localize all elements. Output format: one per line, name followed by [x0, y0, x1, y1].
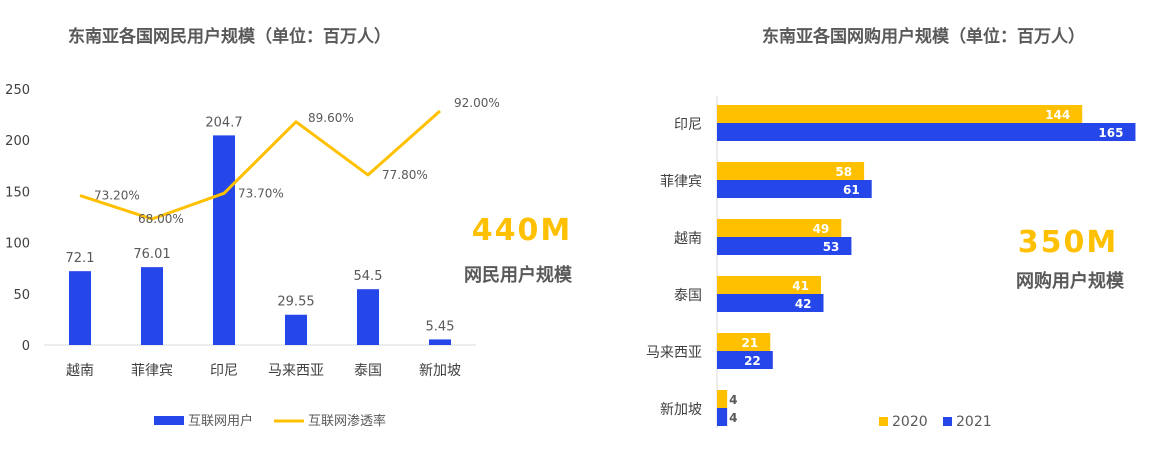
y-tick-label: 0 [22, 339, 30, 354]
legend-swatch-internet-users [154, 416, 184, 425]
bar-2021 [717, 294, 824, 312]
bar-2020-value: 4 [729, 393, 737, 407]
bar-2021 [717, 351, 773, 369]
penetration-rate-label: 89.60% [308, 111, 354, 125]
bar-2021-value: 165 [1098, 126, 1123, 140]
x-tick-label: 越南 [66, 363, 94, 379]
online-shoppers-total: 350M [1018, 225, 1118, 260]
x-tick-label: 马来西亚 [268, 363, 324, 379]
penetration-rate-label: 92.00% [454, 96, 500, 110]
penetration-rate-label: 77.80% [382, 168, 428, 182]
legend-swatch-2020 [879, 417, 888, 426]
bar-value-label: 29.55 [277, 295, 314, 310]
bar-2021-value: 4 [729, 411, 737, 425]
y-tick-label: 50 [13, 288, 30, 303]
legend-label-2021: 2021 [956, 414, 992, 430]
bar-2021 [717, 237, 852, 255]
bar-2020 [717, 219, 842, 237]
bar-internet-users [69, 271, 91, 345]
category-label: 印尼 [674, 117, 702, 133]
x-tick-label: 泰国 [354, 363, 382, 379]
bar-value-label: 54.5 [354, 269, 383, 284]
bar-2020 [717, 276, 821, 294]
legend-label-penetration: 互联网渗透率 [308, 413, 386, 429]
online-shoppers-caption: 网购用户规模 [1016, 270, 1125, 292]
penetration-rate-line [79, 109, 441, 221]
bar-internet-users [213, 135, 235, 345]
bar-2020 [717, 333, 771, 351]
bar-2021 [717, 408, 728, 426]
x-tick-label: 菲律宾 [131, 363, 173, 379]
category-label: 马来西亚 [646, 345, 702, 361]
bar-2021-value: 61 [843, 183, 860, 197]
bar-internet-users [429, 339, 451, 345]
bar-2021-value: 42 [795, 297, 812, 311]
bar-2020 [717, 162, 865, 180]
bar-2021 [717, 180, 872, 198]
bar-2020-value: 21 [742, 336, 759, 350]
x-tick-label: 印尼 [210, 363, 238, 379]
category-label: 泰国 [674, 288, 702, 304]
bar-2020-value: 41 [792, 279, 809, 293]
bar-value-label: 5.45 [426, 319, 455, 334]
bar-2021-value: 22 [744, 354, 761, 368]
bar-2021 [717, 123, 1136, 141]
legend-swatch-2021 [943, 417, 952, 426]
y-tick-label: 250 [5, 83, 30, 98]
bar-internet-users [141, 267, 163, 345]
bar-value-label: 76.01 [133, 247, 170, 262]
internet-users-caption: 网民用户规模 [464, 264, 573, 286]
bar-internet-users [357, 289, 379, 345]
bar-value-label: 204.7 [205, 115, 242, 130]
bar-value-label: 72.1 [66, 251, 95, 266]
internet-users-total: 440M [472, 213, 572, 248]
right-chart-title: 东南亚各国网购用户规模（单位：百万人） [762, 27, 1085, 47]
category-label: 越南 [674, 231, 702, 247]
bar-2020-value: 144 [1045, 108, 1070, 122]
legend-label-2020: 2020 [892, 414, 928, 430]
left-chart-title: 东南亚各国网民用户规模（单位：百万人） [68, 27, 391, 47]
penetration-rate-label: 73.20% [94, 189, 140, 203]
category-label: 菲律宾 [660, 174, 702, 190]
legend-label-internet-users: 互联网用户 [188, 413, 253, 429]
bar-2020 [717, 105, 1083, 123]
bar-2021-value: 53 [823, 240, 840, 254]
bar-internet-users [285, 314, 307, 345]
bar-2020-value: 49 [813, 222, 830, 236]
bar-2020-value: 58 [835, 165, 852, 179]
category-label: 新加坡 [660, 402, 702, 418]
x-tick-label: 新加坡 [419, 363, 461, 379]
penetration-rate-label: 73.70% [238, 186, 284, 200]
penetration-rate-label: 68.00% [138, 212, 184, 226]
bar-2020 [717, 390, 728, 408]
y-tick-label: 200 [5, 134, 30, 149]
y-tick-label: 100 [5, 237, 30, 252]
y-tick-label: 150 [5, 185, 30, 200]
